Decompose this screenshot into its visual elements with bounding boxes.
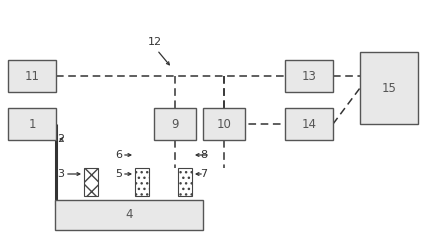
Bar [203,108,245,140]
Bar [285,60,333,92]
Bar [154,108,196,140]
Text: 4: 4 [125,208,133,222]
Text: 2: 2 [57,134,64,144]
Text: 1: 1 [28,118,36,130]
Text: 13: 13 [302,70,317,82]
Bar [84,168,98,196]
Text: 12: 12 [148,37,162,47]
Bar [8,108,56,140]
Text: 15: 15 [382,81,397,94]
Bar [8,60,56,92]
Text: 3: 3 [57,169,64,179]
Text: 14: 14 [302,118,317,130]
Bar [360,52,418,124]
Text: 8: 8 [200,150,207,160]
Text: 11: 11 [25,70,40,82]
Text: 5: 5 [115,169,122,179]
Bar [285,108,333,140]
Bar [55,200,203,230]
Text: 9: 9 [171,118,179,130]
Text: 6: 6 [115,150,122,160]
Text: 7: 7 [200,169,207,179]
Bar [135,168,149,196]
Bar [178,168,192,196]
Text: 10: 10 [216,118,231,130]
